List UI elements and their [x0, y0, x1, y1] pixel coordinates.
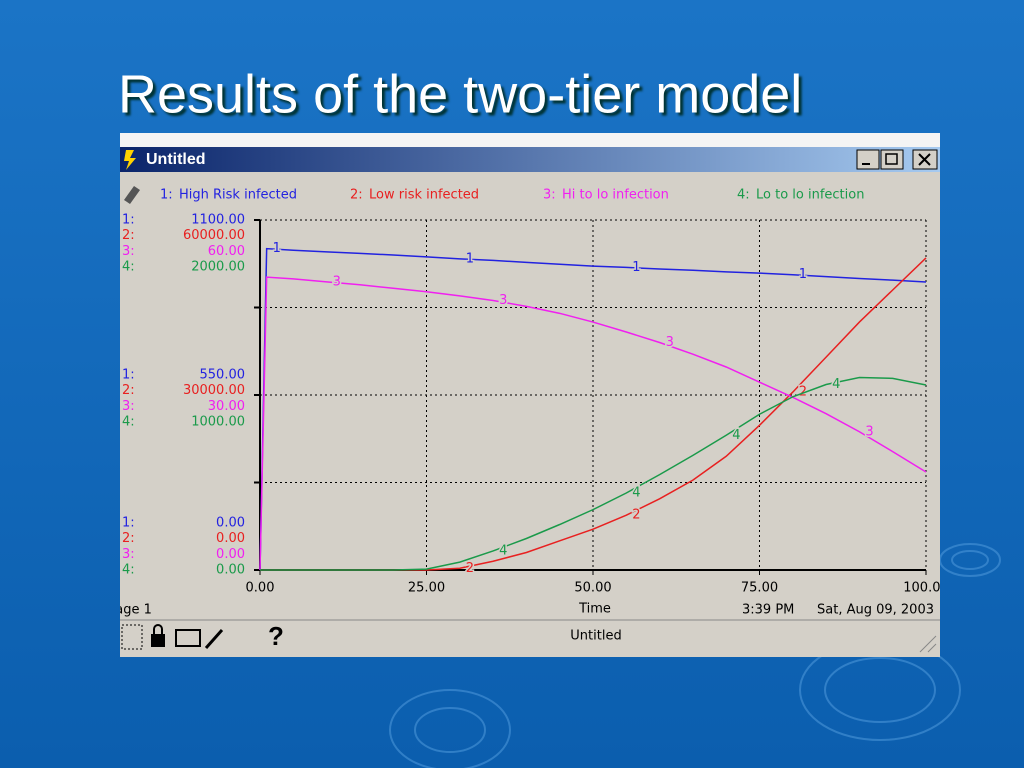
y-axis-key: 2:	[122, 531, 135, 546]
y-tick-label: 0.00	[216, 563, 245, 578]
line-marker: 3	[865, 424, 873, 439]
help-tool[interactable]: ?	[268, 621, 284, 651]
x-tick-label: 75.00	[741, 581, 778, 596]
top-strip	[120, 133, 940, 147]
line-marker: 1	[273, 241, 281, 256]
y-tick-label: 0.00	[216, 531, 245, 546]
window-buttons[interactable]	[856, 149, 938, 170]
y-tick-label: 2000.00	[191, 260, 245, 275]
y-axis-key: 1:	[122, 368, 135, 383]
line-marker: 1	[799, 267, 807, 282]
legend-label: Lo to lo infection	[756, 188, 864, 203]
legend-key: 3:	[543, 188, 556, 203]
y-tick-label: 1000.00	[191, 415, 245, 430]
x-tick-label: 25.00	[408, 581, 445, 596]
y-tick-label: 60000.00	[183, 228, 245, 243]
y-tick-label: 0.00	[216, 515, 245, 530]
series-line	[259, 276, 927, 571]
maximize-button[interactable]	[880, 149, 904, 170]
line-marker: 3	[499, 293, 507, 308]
icon	[885, 153, 898, 165]
page-label: Page 1	[108, 603, 152, 618]
line-marker: 4	[732, 428, 740, 443]
y-tick-label: 0.00	[216, 547, 245, 562]
line-marker: 2	[466, 561, 474, 576]
pin-icon	[124, 186, 140, 204]
icon	[918, 153, 931, 166]
y-axis-key: 3:	[122, 547, 135, 562]
y-axis-key: 3:	[122, 244, 135, 259]
x-tick-label: 50.00	[574, 581, 611, 596]
chart: 1: 0.00 2: 0.00 3: 0.00 4: 0.00 1: 550.00 2: 30000.…	[122, 188, 949, 617]
line-marker: 4	[632, 486, 640, 501]
y-axis-key: 1:	[122, 213, 135, 228]
resize-grip	[919, 635, 937, 653]
time-stamp: 3:39 PM	[742, 603, 794, 618]
y-tick-label: 550.00	[200, 368, 246, 383]
icon	[153, 624, 163, 634]
window: Untitled 1: 0.00 2: 0.00 3: 0.00 4: 0.00 1: 550.0…	[108, 133, 949, 657]
y-axis-key: 2:	[122, 383, 135, 398]
slide-title: Results of the two-tier model	[118, 64, 802, 124]
y-axis-key: 4:	[122, 415, 135, 430]
y-axis-key: 3:	[122, 399, 135, 414]
y-tick-label: 30.00	[208, 399, 245, 414]
status-text: Untitled	[570, 629, 621, 644]
line-marker: 1	[632, 260, 640, 275]
minimize-button[interactable]	[856, 149, 880, 170]
lock-tool[interactable]	[151, 634, 165, 647]
line-marker: 3	[333, 274, 341, 289]
series-line	[260, 376, 927, 571]
date-stamp: Sat, Aug 09, 2003	[817, 603, 934, 618]
legend-label: Low risk infected	[369, 188, 479, 203]
title-bar	[120, 147, 940, 172]
x-tick-label: 100.00	[903, 581, 949, 596]
legend-key: 4:	[737, 188, 750, 203]
select-tool[interactable]	[121, 624, 143, 650]
legend-key: 1:	[160, 188, 173, 203]
print-tool[interactable]	[175, 629, 201, 647]
toolbar: ?	[121, 621, 284, 651]
y-axis-key: 2:	[122, 228, 135, 243]
y-axis-key: 4:	[122, 260, 135, 275]
line-marker: 4	[832, 377, 840, 392]
y-tick-label: 30000.00	[183, 383, 245, 398]
window-title: Untitled	[146, 151, 206, 168]
line-marker: 2	[799, 385, 807, 400]
y-tick-label: 60.00	[208, 244, 245, 259]
legend-label: High Risk infected	[179, 188, 297, 203]
line-marker: 2	[632, 508, 640, 523]
x-tick-label: 0.00	[246, 581, 275, 596]
series-line	[259, 247, 927, 571]
legend-key: 2:	[350, 188, 363, 203]
y-axis-key: 4:	[122, 563, 135, 578]
x-axis-label: Time	[578, 602, 611, 617]
line-marker: 4	[499, 543, 507, 558]
wand-tool[interactable]	[204, 629, 224, 649]
line-marker: 1	[466, 251, 474, 266]
line-marker: 3	[666, 335, 674, 350]
y-axis-key: 1:	[122, 515, 135, 530]
app-icon	[124, 150, 136, 170]
y-tick-label: 1100.00	[191, 213, 245, 228]
legend-label: Hi to lo infection	[562, 188, 669, 203]
